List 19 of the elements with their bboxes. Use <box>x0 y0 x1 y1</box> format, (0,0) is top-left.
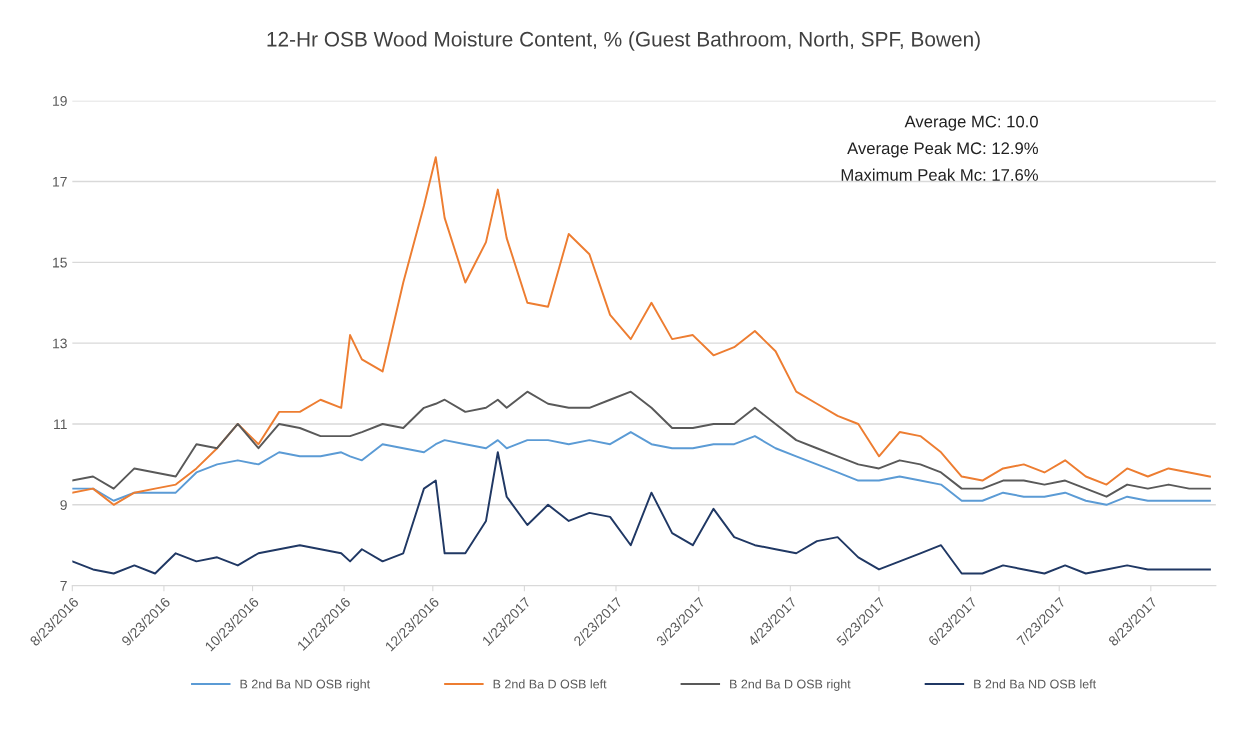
y-tick-label: 9 <box>60 500 67 510</box>
annotation: Average MC: 10.0 <box>904 115 1038 131</box>
y-tick-label: 13 <box>53 338 67 349</box>
chart-title: 12-Hr OSB Wood Moisture Content, % (Guest Bathroom, North, SPF, Bowen) <box>267 31 980 51</box>
legend-label: B 2nd Ba ND OSB right <box>240 679 371 691</box>
y-tick-label: 7 <box>60 581 67 591</box>
legend-label: B 2nd Ba D OSB right <box>730 679 851 691</box>
y-tick-label: 17 <box>53 177 67 187</box>
line-series <box>72 451 1211 575</box>
annotation: Maximum Peak Mc: 17.6% <box>841 168 1038 181</box>
y-tick-label: 19 <box>53 96 67 106</box>
legend-label: B 2nd Ba ND OSB left <box>974 679 1097 689</box>
y-tick-label: 15 <box>53 257 67 268</box>
legend-label: B 2nd Ba D OSB left <box>493 679 607 689</box>
line-series <box>72 156 1211 506</box>
line-series <box>72 431 1211 506</box>
y-tick-label: 11 <box>54 419 67 430</box>
annotation: Average Peak MC: 12.9% <box>847 141 1038 158</box>
line-series <box>72 390 1211 498</box>
